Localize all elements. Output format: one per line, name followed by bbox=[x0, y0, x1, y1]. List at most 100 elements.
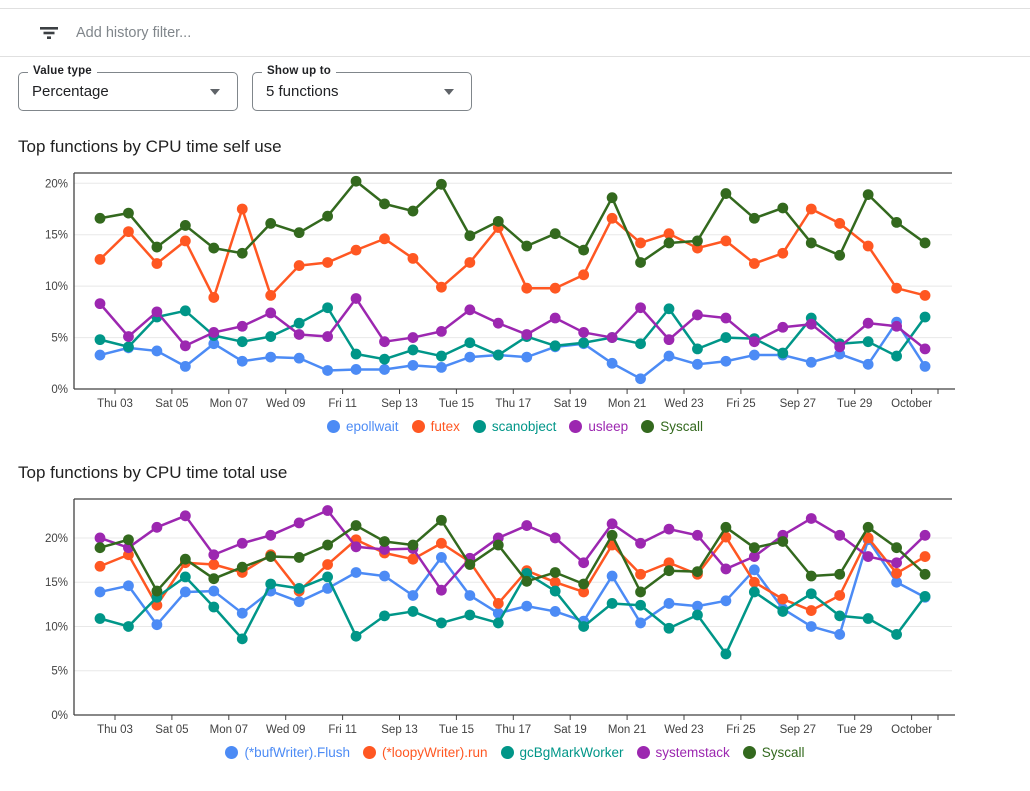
data-point[interactable] bbox=[862, 317, 874, 329]
data-point[interactable] bbox=[805, 570, 817, 582]
data-point[interactable] bbox=[293, 227, 305, 239]
data-point[interactable] bbox=[236, 247, 248, 259]
data-point[interactable] bbox=[606, 598, 618, 609]
data-point[interactable] bbox=[777, 347, 789, 359]
data-point[interactable] bbox=[436, 281, 447, 293]
data-point[interactable] bbox=[265, 307, 277, 319]
data-point[interactable] bbox=[606, 192, 618, 204]
data-point[interactable] bbox=[692, 235, 703, 247]
data-point[interactable] bbox=[265, 351, 277, 363]
data-point[interactable] bbox=[663, 523, 675, 535]
data-point[interactable] bbox=[578, 337, 590, 349]
data-point[interactable] bbox=[265, 551, 277, 562]
data-point[interactable] bbox=[379, 336, 390, 348]
data-point[interactable] bbox=[265, 218, 277, 229]
data-point[interactable] bbox=[94, 542, 106, 554]
data-point[interactable] bbox=[521, 575, 533, 587]
data-point[interactable] bbox=[379, 536, 390, 547]
data-point[interactable] bbox=[208, 559, 220, 570]
data-point[interactable] bbox=[436, 617, 447, 629]
data-point[interactable] bbox=[606, 570, 618, 582]
data-point[interactable] bbox=[236, 203, 248, 215]
data-point[interactable] bbox=[862, 336, 874, 348]
data-point[interactable] bbox=[919, 343, 931, 355]
data-point[interactable] bbox=[407, 606, 419, 617]
history-filter-input[interactable] bbox=[74, 23, 1030, 42]
data-point[interactable] bbox=[293, 317, 305, 329]
data-point[interactable] bbox=[748, 564, 760, 576]
data-point[interactable] bbox=[322, 331, 333, 342]
data-point[interactable] bbox=[265, 331, 277, 342]
data-point[interactable] bbox=[834, 341, 846, 353]
data-point[interactable] bbox=[834, 529, 846, 541]
data-point[interactable] bbox=[379, 233, 390, 245]
data-point[interactable] bbox=[208, 327, 220, 338]
data-point[interactable] bbox=[578, 327, 590, 338]
data-point[interactable] bbox=[720, 332, 732, 343]
data-point[interactable] bbox=[834, 629, 846, 640]
data-point[interactable] bbox=[322, 571, 333, 583]
data-point[interactable] bbox=[379, 364, 390, 375]
data-point[interactable] bbox=[834, 249, 846, 261]
data-point[interactable] bbox=[549, 340, 561, 352]
data-point[interactable] bbox=[805, 513, 817, 524]
data-point[interactable] bbox=[322, 505, 333, 516]
data-point[interactable] bbox=[663, 334, 675, 346]
data-point[interactable] bbox=[179, 305, 191, 317]
data-point[interactable] bbox=[350, 175, 362, 187]
data-point[interactable] bbox=[805, 203, 817, 215]
data-point[interactable] bbox=[891, 576, 902, 588]
data-point[interactable] bbox=[464, 559, 476, 570]
data-point[interactable] bbox=[179, 235, 191, 247]
data-point[interactable] bbox=[692, 609, 703, 621]
data-point[interactable] bbox=[151, 599, 163, 611]
data-point[interactable] bbox=[635, 537, 646, 549]
data-point[interactable] bbox=[492, 215, 504, 227]
data-point[interactable] bbox=[606, 332, 618, 343]
data-point[interactable] bbox=[549, 606, 561, 617]
data-point[interactable] bbox=[265, 529, 277, 541]
data-point[interactable] bbox=[123, 207, 134, 219]
data-point[interactable] bbox=[436, 178, 447, 190]
data-point[interactable] bbox=[322, 539, 333, 551]
data-point[interactable] bbox=[151, 241, 163, 253]
data-point[interactable] bbox=[492, 598, 504, 609]
filter-bar[interactable] bbox=[0, 9, 1030, 56]
data-point[interactable] bbox=[748, 551, 760, 562]
data-point[interactable] bbox=[862, 551, 874, 562]
data-point[interactable] bbox=[606, 212, 618, 224]
data-point[interactable] bbox=[891, 320, 902, 332]
data-point[interactable] bbox=[464, 351, 476, 363]
data-point[interactable] bbox=[492, 617, 504, 629]
data-point[interactable] bbox=[94, 334, 106, 346]
data-point[interactable] bbox=[236, 336, 248, 348]
data-point[interactable] bbox=[919, 311, 931, 323]
data-point[interactable] bbox=[805, 237, 817, 249]
data-point[interactable] bbox=[94, 586, 106, 598]
data-point[interactable] bbox=[720, 235, 732, 247]
data-point[interactable] bbox=[663, 622, 675, 634]
data-point[interactable] bbox=[436, 326, 447, 337]
data-point[interactable] bbox=[379, 570, 390, 582]
data-point[interactable] bbox=[919, 529, 931, 541]
data-point[interactable] bbox=[379, 610, 390, 622]
data-point[interactable] bbox=[663, 598, 675, 609]
data-point[interactable] bbox=[834, 590, 846, 601]
data-point[interactable] bbox=[720, 648, 732, 660]
data-point[interactable] bbox=[635, 338, 646, 350]
data-point[interactable] bbox=[777, 536, 789, 547]
data-point[interactable] bbox=[891, 542, 902, 554]
data-point[interactable] bbox=[293, 583, 305, 594]
data-point[interactable] bbox=[663, 350, 675, 362]
value-type-select[interactable]: Value type Percentage bbox=[18, 65, 238, 111]
data-point[interactable] bbox=[293, 596, 305, 608]
data-point[interactable] bbox=[635, 237, 646, 249]
data-point[interactable] bbox=[407, 205, 419, 217]
data-point[interactable] bbox=[834, 568, 846, 580]
data-point[interactable] bbox=[208, 549, 220, 561]
data-point[interactable] bbox=[179, 553, 191, 565]
data-point[interactable] bbox=[521, 600, 533, 612]
data-point[interactable] bbox=[748, 336, 760, 348]
data-point[interactable] bbox=[151, 619, 163, 631]
data-point[interactable] bbox=[862, 358, 874, 370]
